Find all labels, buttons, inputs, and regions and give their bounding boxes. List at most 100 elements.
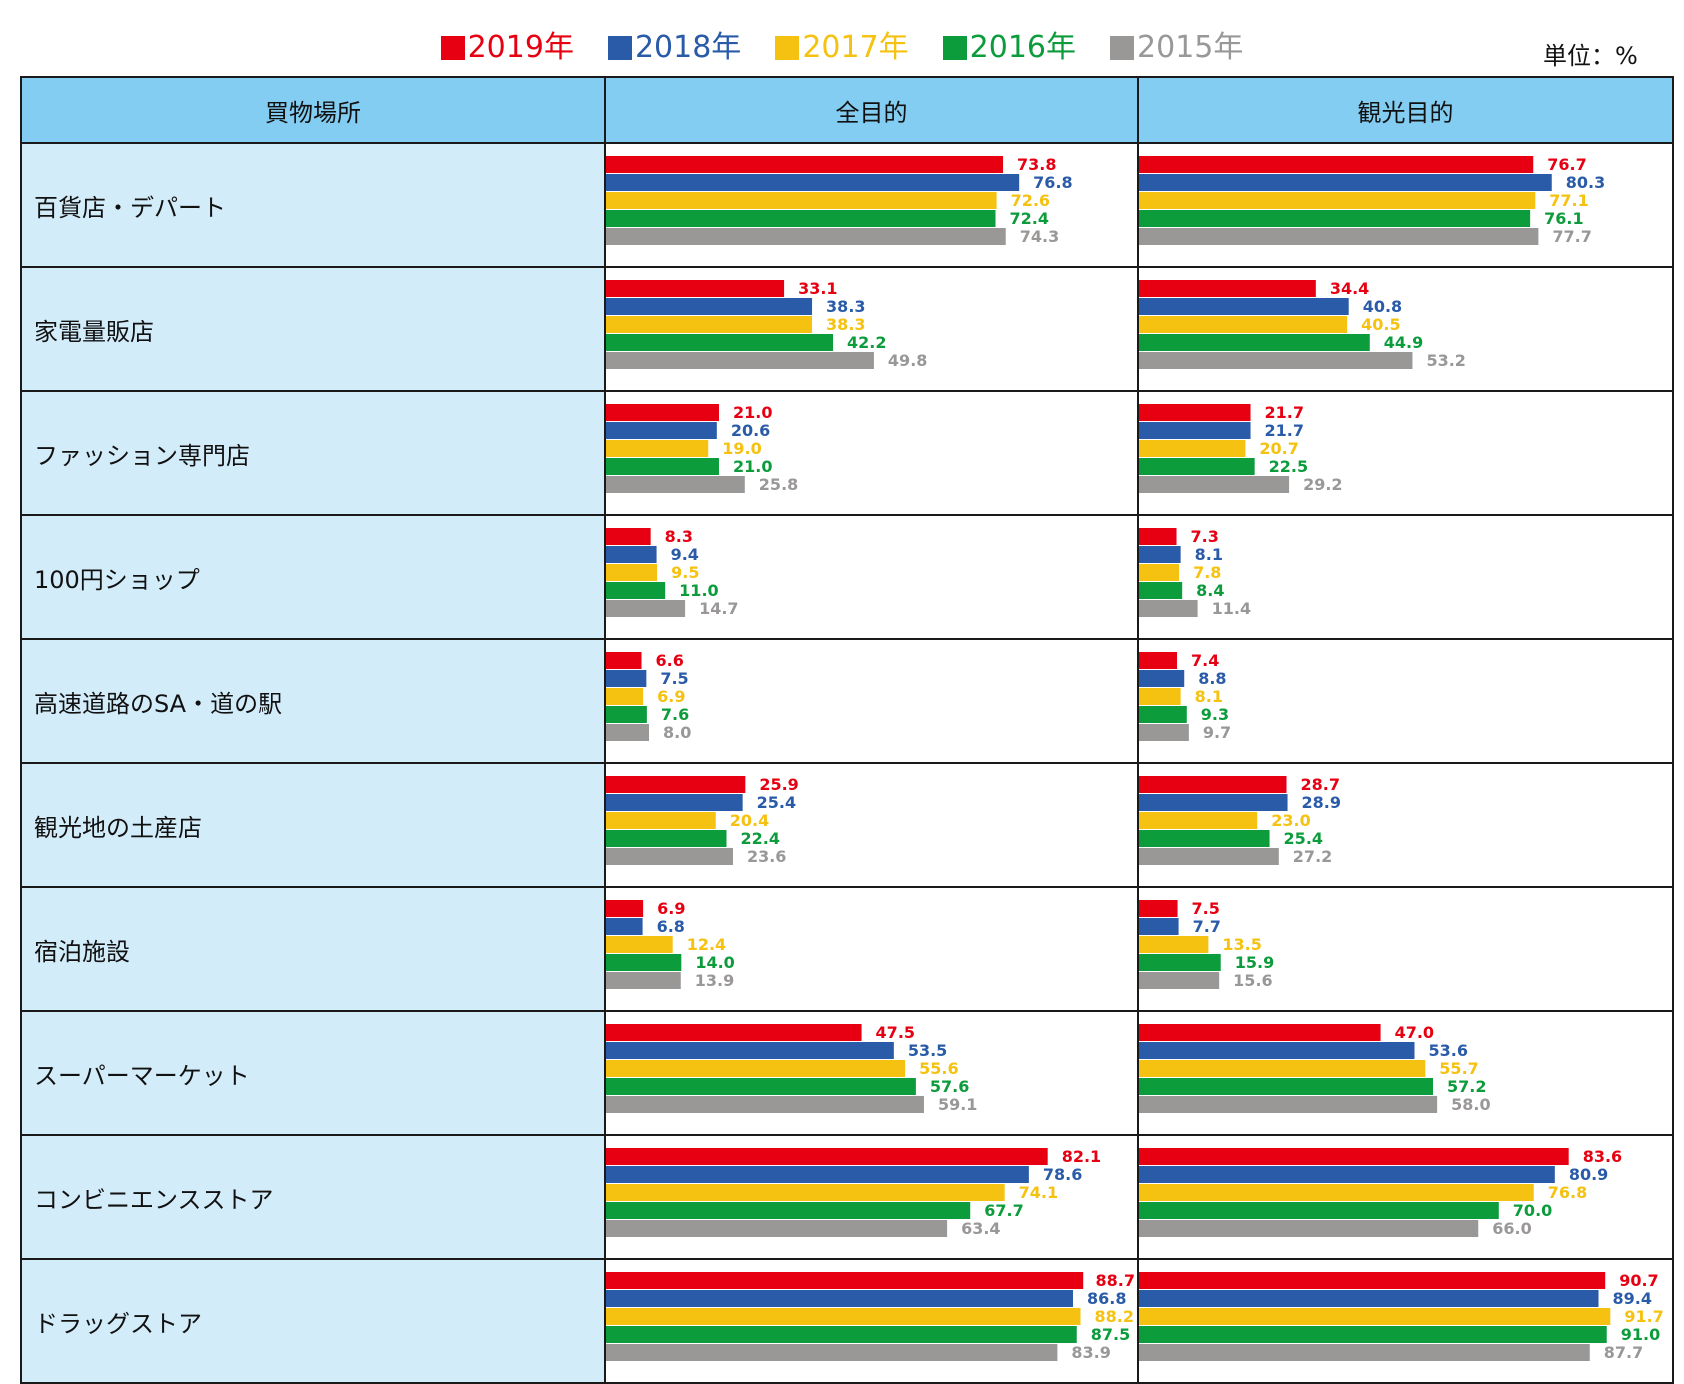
bar-value-label: 28.9 <box>1302 793 1341 812</box>
bar <box>1139 156 1534 173</box>
bar-group-tourism: 7.48.88.19.39.7 <box>1139 651 1231 742</box>
bar <box>606 1202 971 1219</box>
bar <box>1139 848 1279 865</box>
bar-value-label: 12.4 <box>687 935 726 954</box>
bar <box>1139 228 1539 245</box>
bar-cell-all: 47.5 53.5 55.6 57.6 59.1 <box>604 1010 1139 1136</box>
bar-value-label: 63.4 <box>961 1219 1000 1238</box>
bar-value-label: 73.8 <box>1017 155 1056 174</box>
bar-value-label: 53.2 <box>1426 351 1465 370</box>
bar <box>1139 1148 1569 1165</box>
bar-value-label: 89.4 <box>1613 1289 1652 1308</box>
bar-cell-tourism: 21.7 21.7 20.7 22.5 29.2 <box>1137 390 1674 516</box>
bar-value-label: 87.7 <box>1604 1343 1643 1362</box>
bar <box>606 1166 1029 1183</box>
row-label: コンビニエンスストア <box>20 1134 606 1260</box>
bar <box>1139 812 1258 829</box>
bar-value-label: 25.8 <box>759 475 798 494</box>
bar <box>606 280 785 297</box>
bar <box>1139 776 1287 793</box>
bar <box>1139 458 1255 475</box>
bar <box>606 794 743 811</box>
bar <box>1139 352 1413 369</box>
bar <box>1139 1078 1434 1095</box>
bar <box>1139 298 1349 315</box>
bar-value-label: 82.1 <box>1062 1147 1101 1166</box>
bar <box>606 228 1006 245</box>
bar <box>606 1290 1073 1307</box>
bar <box>606 1078 916 1095</box>
bar-group-all: 8.39.49.511.014.7 <box>606 527 739 618</box>
table-row: 宿泊施設 6.9 6.8 12.4 14.0 13.9 7.5 7.7 13.5 15.9 15.6 <box>20 886 1674 1012</box>
bar <box>606 1344 1058 1361</box>
bar-value-label: 74.3 <box>1020 227 1059 246</box>
bar <box>606 776 746 793</box>
header-all-purpose: 全目的 <box>604 76 1139 144</box>
legend-item: 2017年 <box>775 28 909 68</box>
bar-value-label: 6.9 <box>657 687 685 706</box>
bar-value-label: 57.6 <box>930 1077 969 1096</box>
bar-value-label: 21.0 <box>733 403 772 422</box>
bar-value-label: 76.8 <box>1033 173 1072 192</box>
bar <box>606 422 717 439</box>
bar-value-label: 20.6 <box>731 421 770 440</box>
bar <box>606 564 658 581</box>
bar-value-label: 21.7 <box>1265 421 1304 440</box>
bar <box>606 1308 1081 1325</box>
bar-group-all: 25.925.420.422.423.6 <box>606 775 799 866</box>
bar-value-label: 33.1 <box>798 279 837 298</box>
bar-value-label: 6.8 <box>657 917 685 936</box>
bar <box>606 476 745 493</box>
bar <box>1139 652 1178 669</box>
bar <box>606 1096 924 1113</box>
bar <box>1139 900 1178 917</box>
bar-group-all: 6.96.812.414.013.9 <box>606 899 735 990</box>
bar-group-all: 73.876.872.672.474.3 <box>606 155 1073 246</box>
bar-value-label: 7.3 <box>1191 527 1219 546</box>
bar-value-label: 88.2 <box>1095 1307 1134 1326</box>
bar <box>1139 422 1251 439</box>
bar <box>1139 440 1246 457</box>
bar-value-label: 40.8 <box>1363 297 1402 316</box>
bar <box>606 954 682 971</box>
bar-value-label: 53.6 <box>1429 1041 1468 1060</box>
bar-cell-all: 21.0 20.6 19.0 21.0 25.8 <box>604 390 1139 516</box>
bar-value-label: 77.1 <box>1549 191 1588 210</box>
bar-value-label: 8.4 <box>1196 581 1224 600</box>
bar <box>606 404 719 421</box>
bar <box>1139 724 1189 741</box>
bar <box>606 688 644 705</box>
bar-value-label: 8.1 <box>1195 687 1223 706</box>
bar-cell-tourism: 7.3 8.1 7.8 8.4 11.4 <box>1137 514 1674 640</box>
bar-cell-tourism: 83.6 80.9 76.8 70.0 66.0 <box>1137 1134 1674 1260</box>
bar-value-label: 40.5 <box>1361 315 1400 334</box>
bar-value-label: 8.8 <box>1198 669 1226 688</box>
bar <box>1139 600 1198 617</box>
bar-cell-all: 88.7 86.8 88.2 87.5 83.9 <box>604 1258 1139 1384</box>
bar-value-label: 8.3 <box>665 527 693 546</box>
bar-group-tourism: 7.57.713.515.915.6 <box>1139 899 1274 990</box>
bar <box>1139 1272 1606 1289</box>
bar-value-label: 25.4 <box>757 793 796 812</box>
legend-label: 2019年 <box>467 30 574 65</box>
bar-value-label: 91.7 <box>1624 1307 1663 1326</box>
row-label: 100円ショップ <box>20 514 606 640</box>
bar-value-label: 9.4 <box>671 545 699 564</box>
bar <box>606 174 1020 191</box>
header-tourism-purpose: 観光目的 <box>1137 76 1674 144</box>
bar-cell-all: 6.6 7.5 6.9 7.6 8.0 <box>604 638 1139 764</box>
bar-group-tourism: 7.38.17.88.411.4 <box>1139 527 1251 618</box>
table-row: 100円ショップ 8.3 9.4 9.5 11.0 14.7 7.3 8.1 7.8 8.4 11.… <box>20 514 1674 640</box>
bar <box>606 918 643 935</box>
bar <box>1139 1308 1611 1325</box>
bar <box>1139 546 1181 563</box>
bar-value-label: 21.7 <box>1265 403 1304 422</box>
bar <box>1139 210 1531 227</box>
legend-item: 2016年 <box>942 28 1076 68</box>
bar-value-label: 47.0 <box>1395 1023 1434 1042</box>
bar <box>1139 192 1536 209</box>
table-row: ドラッグストア 88.7 86.8 88.2 87.5 83.9 90.7 89.4 91.7 9… <box>20 1258 1674 1384</box>
bar-cell-tourism: 34.4 40.8 40.5 44.9 53.2 <box>1137 266 1674 392</box>
bar-cell-tourism: 28.7 28.9 23.0 25.4 27.2 <box>1137 762 1674 888</box>
bar <box>1139 528 1177 545</box>
